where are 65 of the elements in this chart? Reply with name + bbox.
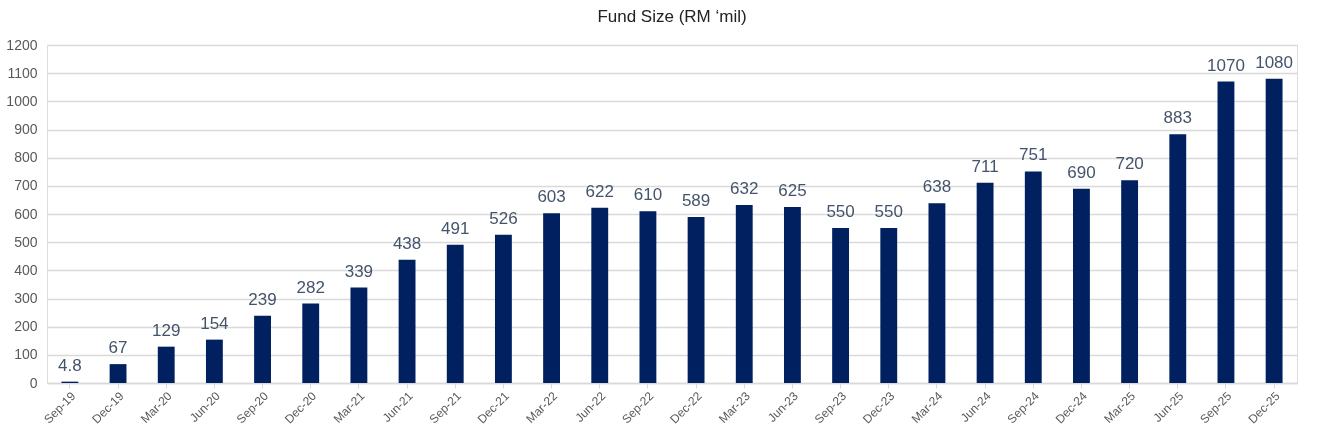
bar [302, 303, 320, 383]
bar [880, 228, 898, 383]
y-tick-label: 800 [14, 149, 38, 166]
data-label: 638 [922, 177, 952, 197]
data-label: 1070 [1207, 55, 1245, 75]
bar [398, 259, 416, 383]
y-tick-label: 1000 [6, 92, 38, 109]
data-label: 625 [778, 180, 807, 200]
y-tick-label: 600 [14, 205, 38, 222]
bar [446, 244, 464, 383]
data-label: 610 [633, 185, 663, 205]
bar [783, 206, 801, 383]
data-label: 550 [874, 202, 903, 222]
data-label: 438 [392, 233, 422, 253]
chart-title: Fund Size (RM ‘mil) [597, 7, 747, 26]
data-label: 589 [681, 191, 711, 211]
data-label: 751 [1019, 145, 1048, 165]
bar [350, 287, 368, 383]
bar [109, 364, 127, 383]
data-label: 154 [200, 313, 229, 333]
bar [639, 211, 657, 383]
bar [254, 315, 271, 383]
bar [1024, 171, 1042, 383]
data-label: 720 [1115, 154, 1144, 174]
bar [157, 346, 175, 383]
y-tick-label: 300 [14, 290, 38, 306]
data-label: 632 [730, 178, 759, 198]
y-tick-label: 0 [29, 374, 38, 391]
bar [1073, 188, 1090, 383]
data-label: 129 [152, 320, 181, 340]
bar [1121, 180, 1139, 383]
y-tick-label: 500 [14, 233, 38, 250]
data-label: 491 [441, 218, 470, 238]
bar [928, 203, 946, 383]
data-label: 603 [537, 187, 566, 207]
bar [735, 204, 753, 383]
y-tick-label: 100 [14, 346, 38, 363]
y-tick-label: 700 [14, 177, 38, 194]
bar [1169, 134, 1187, 383]
bar [1217, 81, 1235, 383]
data-label: 711 [971, 156, 999, 176]
bar [494, 234, 512, 383]
data-label: 67 [108, 338, 128, 358]
bar [832, 228, 850, 383]
data-label: 883 [1163, 108, 1192, 128]
y-tick-label: 1100 [7, 64, 38, 81]
data-label: 282 [296, 277, 325, 297]
bar [543, 213, 561, 383]
data-label: 622 [585, 181, 614, 201]
bar [1265, 78, 1283, 383]
y-tick-label: 400 [14, 261, 38, 278]
data-label: 1080 [1255, 52, 1294, 72]
data-label: 526 [489, 208, 518, 228]
data-label: 690 [1067, 162, 1096, 182]
data-label: 4.8 [58, 355, 82, 375]
y-tick-label: 900 [14, 121, 38, 137]
bar [687, 217, 705, 383]
data-label: 239 [248, 289, 277, 309]
bar [976, 182, 994, 383]
data-label: 550 [826, 202, 855, 222]
y-tick-label: 200 [14, 318, 38, 335]
bar [205, 339, 223, 383]
y-tick-label: 1200 [6, 36, 38, 53]
bar [591, 207, 609, 383]
data-label: 339 [344, 261, 374, 281]
